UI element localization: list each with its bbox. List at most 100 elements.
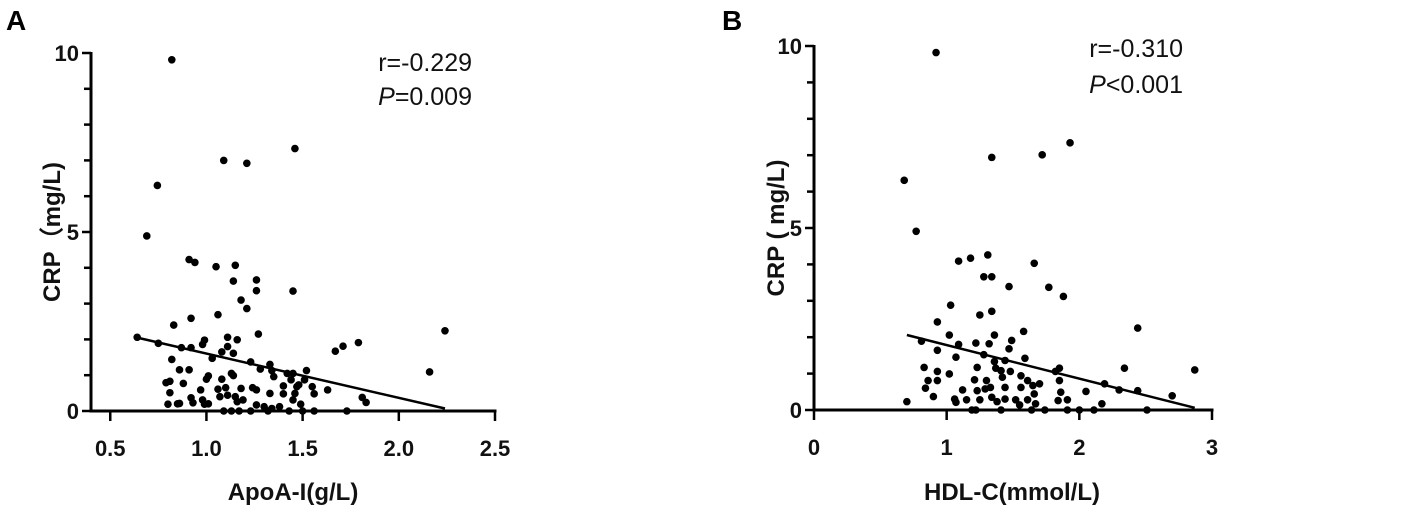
- x-tick-label: 2.0: [384, 436, 415, 461]
- data-point: [279, 382, 288, 390]
- data-point: [929, 392, 938, 401]
- data-point: [1133, 324, 1142, 332]
- p-annotation-a: P=0.009: [378, 83, 472, 111]
- x-tick-label: 1.5: [287, 436, 318, 461]
- data-point: [1017, 383, 1025, 392]
- data-point: [945, 370, 954, 378]
- data-point: [976, 396, 984, 404]
- x-axis-title-a: ApoA-I(g/L): [228, 479, 359, 506]
- data-point: [296, 400, 305, 408]
- data-point: [900, 176, 909, 185]
- data-point: [1005, 345, 1013, 353]
- y-tick-label: 10: [778, 34, 802, 59]
- y-tick-label: 5: [790, 216, 802, 241]
- data-point: [976, 311, 984, 319]
- data-point: [354, 338, 363, 347]
- data-point: [323, 386, 332, 394]
- r-annotation-a: r=-0.229: [378, 49, 472, 77]
- data-point: [1007, 336, 1016, 345]
- y-tick-label: 10: [55, 41, 79, 66]
- data-point: [980, 272, 988, 281]
- panel-letter-b: B: [722, 5, 742, 36]
- data-point: [1023, 376, 1032, 385]
- data-point: [221, 383, 230, 392]
- data-point: [1066, 139, 1074, 147]
- data-point: [933, 376, 942, 385]
- x-tick-label: 0.5: [95, 436, 126, 461]
- p-annotation-b: P<0.001: [1089, 71, 1183, 99]
- data-point: [1001, 395, 1009, 403]
- data-point: [1023, 396, 1032, 404]
- data-point: [962, 396, 971, 404]
- panel-letter-a: A: [6, 5, 26, 36]
- data-point: [987, 153, 996, 162]
- data-point: [218, 348, 226, 356]
- data-point: [952, 353, 960, 362]
- data-point: [1143, 406, 1151, 414]
- data-point: [1054, 396, 1062, 405]
- data-point: [1082, 387, 1090, 396]
- panel-b: B CRP ( mg/L) HDL-C(mmol/L) r=-0.310 P<0…: [722, 5, 1218, 506]
- x-axis-title-b: HDL-C(mmol/L): [924, 479, 1100, 506]
- data-point: [246, 407, 255, 415]
- data-point: [1056, 388, 1065, 396]
- data-point: [233, 397, 242, 406]
- data-point: [1001, 383, 1009, 392]
- data-point: [185, 366, 193, 374]
- data-point: [268, 404, 276, 413]
- data-point: [983, 251, 992, 259]
- data-point: [985, 339, 993, 348]
- data-point: [997, 406, 1005, 414]
- data-point: [298, 407, 307, 415]
- data-point: [945, 331, 954, 339]
- data-point: [1027, 406, 1036, 414]
- data-point: [269, 372, 278, 381]
- data-point: [986, 383, 995, 392]
- data-point: [169, 321, 178, 329]
- x-tick-label: 1: [941, 435, 953, 460]
- data-point: [166, 377, 174, 386]
- data-point: [339, 342, 347, 351]
- data-point: [219, 407, 228, 415]
- data-point: [990, 357, 999, 366]
- data-point: [1063, 406, 1072, 414]
- data-point: [1006, 367, 1015, 376]
- data-point: [252, 286, 261, 295]
- data-point: [254, 330, 263, 338]
- data-point: [302, 366, 311, 375]
- data-point: [252, 386, 261, 394]
- data-point: [243, 159, 251, 168]
- data-point: [441, 327, 449, 335]
- y-axis-title-a: CRP（mg/L): [39, 162, 66, 302]
- y-axis-title-b: CRP ( mg/L): [763, 160, 790, 297]
- data-point: [990, 331, 999, 339]
- data-point: [1015, 401, 1024, 409]
- data-point: [920, 363, 928, 372]
- data-point: [291, 144, 299, 153]
- data-point: [998, 373, 1007, 382]
- data-point: [198, 340, 207, 349]
- data-point: [1019, 327, 1028, 336]
- data-point: [932, 48, 940, 57]
- data-point: [237, 296, 245, 304]
- data-point: [933, 367, 942, 376]
- data-point: [966, 254, 975, 263]
- data-point: [921, 384, 930, 392]
- data-point: [218, 375, 226, 383]
- data-point: [958, 386, 967, 394]
- data-point: [987, 272, 996, 281]
- data-point: [1059, 292, 1068, 301]
- data-point: [214, 310, 222, 319]
- data-point: [912, 227, 920, 236]
- data-point: [153, 181, 162, 190]
- data-point: [362, 398, 370, 407]
- data-point: [168, 355, 176, 364]
- data-point: [933, 318, 942, 326]
- data-point: [279, 390, 288, 398]
- data-point: [1031, 400, 1040, 408]
- data-point: [310, 407, 318, 415]
- data-point: [223, 342, 232, 351]
- data-point: [331, 347, 340, 356]
- p-value: <0.001: [1106, 71, 1183, 99]
